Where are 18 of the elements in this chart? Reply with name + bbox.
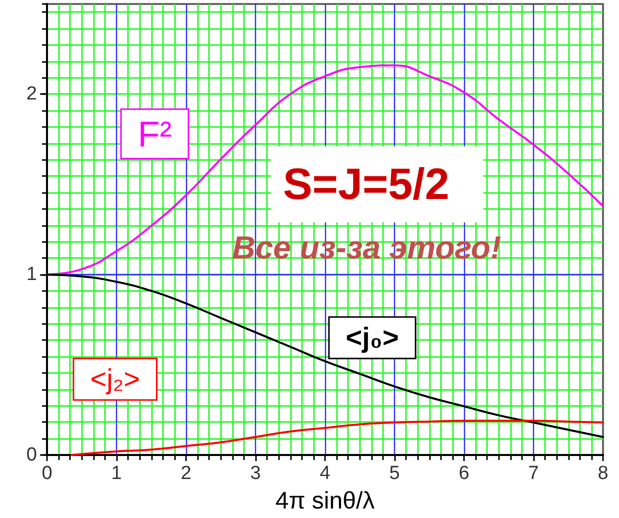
x-tick-label: 7 [528,463,539,484]
annotation: S=J=5/2 [282,160,450,209]
x-tick-label: 4 [320,463,331,484]
x-tick-label: 2 [180,463,192,484]
x-tick-label: 6 [458,463,470,484]
x-tick-label: 8 [598,463,608,484]
x-axis-title: 4π sinθ/λ [275,488,375,514]
series-label: <j₂> [90,364,140,395]
x-tick-label: 0 [42,463,52,484]
series-label: F² [138,113,172,154]
y-tick-label: 2 [26,84,37,105]
y-tick-label: 1 [26,264,37,286]
line-series [70,420,604,456]
y-tick-label: 0 [26,444,37,466]
x-tick-label: 1 [111,463,122,484]
x-tick-label: 5 [389,463,400,484]
x-tick-label: 3 [250,463,261,484]
series-label: <j₀> [346,322,399,354]
